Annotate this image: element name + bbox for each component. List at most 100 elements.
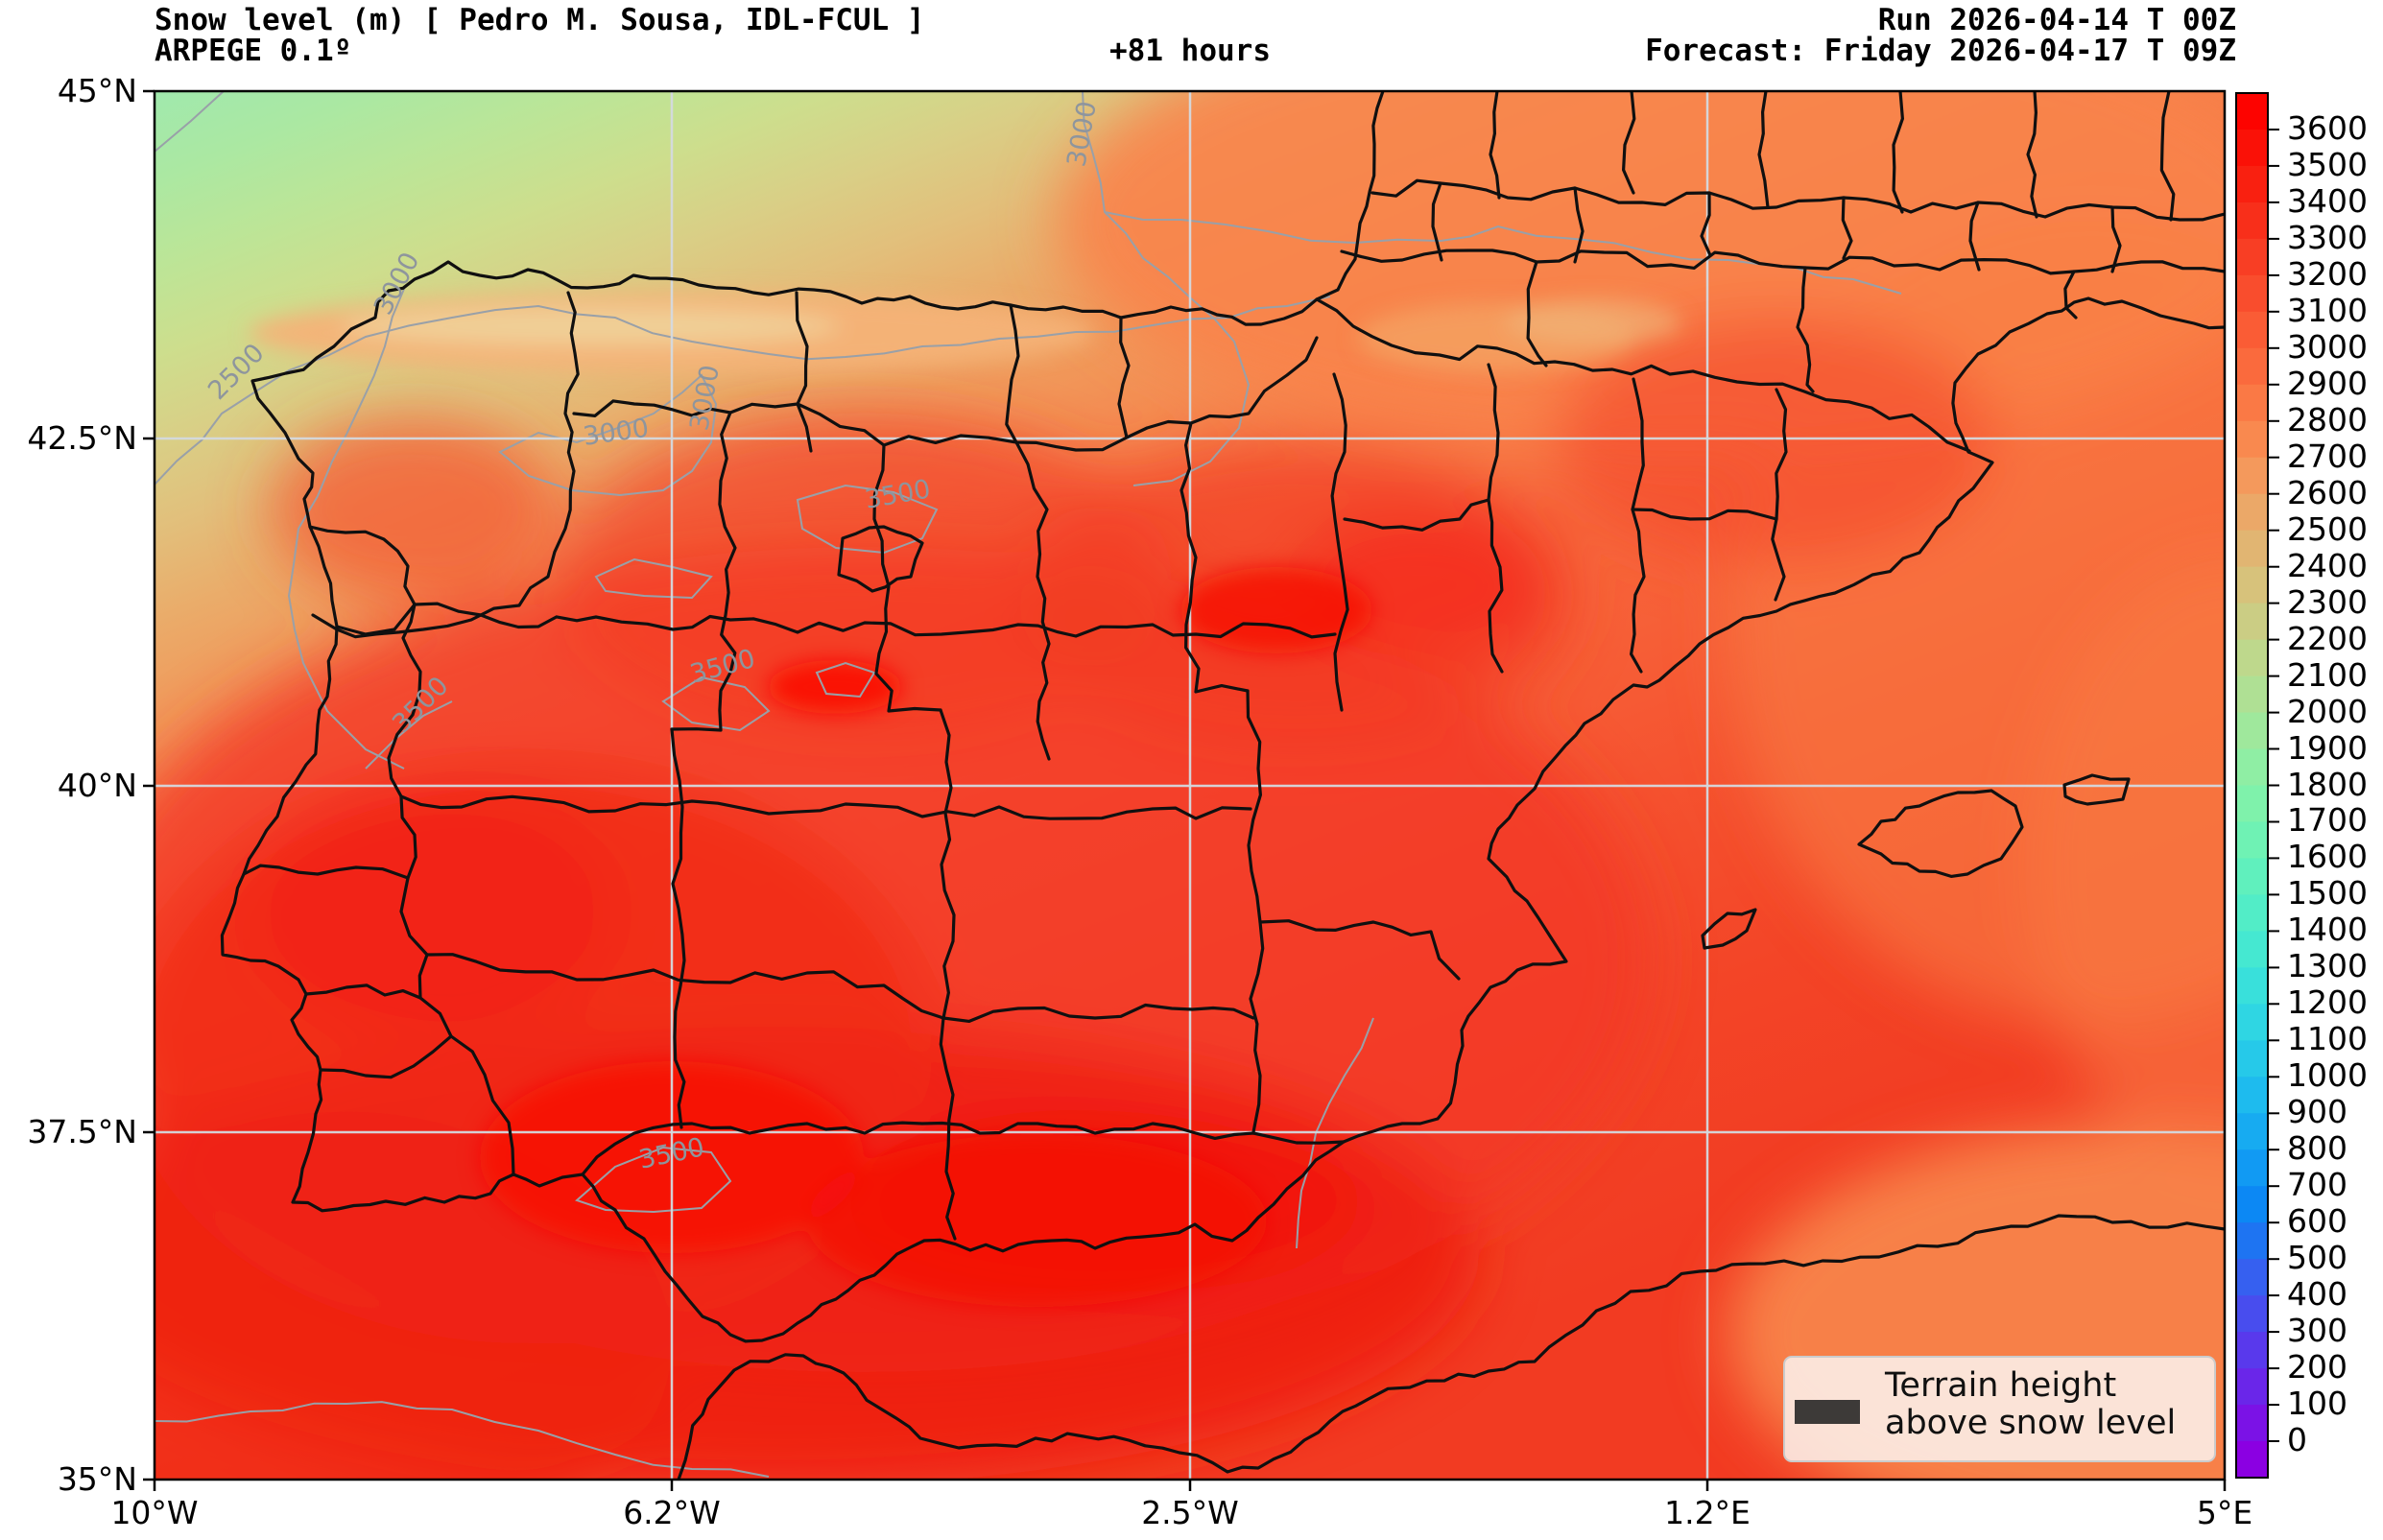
y-tick-label: 37.5°N bbox=[27, 1113, 137, 1150]
africa-coastline-path bbox=[677, 1214, 2225, 1480]
shading-blob bbox=[341, 307, 840, 345]
colorbar-band bbox=[2236, 967, 2268, 1005]
colorbar-tick-label: 3200 bbox=[2287, 254, 2368, 293]
colorbar-band bbox=[2236, 858, 2268, 896]
colorbar-band bbox=[2236, 165, 2268, 203]
colorbar-tick-label: 2200 bbox=[2287, 619, 2368, 657]
colorbar-band bbox=[2236, 712, 2268, 750]
admin-border-path bbox=[939, 708, 957, 1241]
colorbar-band bbox=[2236, 201, 2268, 240]
admin-border-path bbox=[1622, 91, 1636, 195]
legend-line1: Terrain height bbox=[1885, 1366, 2117, 1405]
colorbar-tick-label: 1200 bbox=[2287, 983, 2368, 1022]
colorbar-tick-label: 3600 bbox=[2287, 108, 2368, 147]
figure-title: Snow level (m) [ Pedro M. Sousa, IDL-FCU… bbox=[155, 3, 925, 37]
colorbar-ticks bbox=[2268, 129, 2279, 1442]
colorbar-tick-label: 1900 bbox=[2287, 728, 2368, 767]
colorbar-tick-label: 3000 bbox=[2287, 327, 2368, 366]
colorbar-tick-label: 2300 bbox=[2287, 582, 2368, 621]
colorbar-tick-label: 2400 bbox=[2287, 546, 2368, 584]
colorbar-band bbox=[2236, 311, 2268, 349]
shading-blob bbox=[1555, 317, 1996, 566]
admin-border-path bbox=[1370, 178, 2225, 222]
colorbar-tick-label: 200 bbox=[2287, 1348, 2347, 1386]
coastline-path bbox=[220, 91, 2225, 1343]
shading-blob bbox=[250, 787, 614, 1036]
admin-border-path bbox=[1487, 363, 1504, 674]
colorbar-band bbox=[2236, 238, 2268, 276]
admin-border-path bbox=[1180, 421, 1250, 694]
admin-border-path bbox=[581, 1121, 1255, 1176]
colorbar-tick-label: 2100 bbox=[2287, 655, 2368, 694]
shading-blob bbox=[768, 660, 902, 714]
colorbar-tick-label: 300 bbox=[2287, 1312, 2347, 1350]
shading-blob bbox=[557, 413, 1171, 739]
admin-border-path bbox=[2110, 205, 2122, 273]
colorbar-band bbox=[2236, 894, 2268, 932]
x-tick-label: 5°E bbox=[2196, 1494, 2253, 1531]
island-outline-path bbox=[837, 525, 924, 593]
admin-border-path bbox=[2026, 91, 2038, 219]
colorbar-tick-label: 500 bbox=[2287, 1239, 2347, 1277]
colorbar-band bbox=[2236, 530, 2268, 568]
colorbar-band bbox=[2236, 639, 2268, 677]
colorbar-band bbox=[2236, 821, 2268, 860]
admin-border-path bbox=[1251, 1131, 1346, 1145]
admin-border-path bbox=[335, 603, 417, 636]
admin-border-path bbox=[319, 1034, 453, 1079]
contour-path bbox=[815, 661, 876, 699]
graticule bbox=[155, 91, 2225, 1480]
admin-border-path bbox=[1014, 440, 1051, 761]
island-outline-path bbox=[1857, 789, 2024, 878]
admin-border-path bbox=[1258, 919, 1461, 981]
colorbar-band bbox=[2236, 748, 2268, 787]
colorbar-band bbox=[2236, 493, 2268, 532]
colorbar-band bbox=[2236, 1222, 2268, 1260]
contour-path bbox=[661, 675, 771, 732]
colorbar-tick-label: 700 bbox=[2287, 1166, 2347, 1204]
colorbar-band bbox=[2236, 1186, 2268, 1223]
admin-border-path bbox=[425, 953, 1255, 1023]
admin-border-path bbox=[1630, 377, 1646, 674]
y-tick-label: 42.5°N bbox=[27, 419, 137, 457]
colorbar-band bbox=[2236, 1113, 2268, 1150]
legend-swatch bbox=[1795, 1400, 1860, 1424]
colorbar-tick-label: 900 bbox=[2287, 1093, 2347, 1131]
admin-border-path bbox=[1757, 91, 1770, 209]
colorbar-band bbox=[2236, 420, 2268, 459]
model-label: ARPEGE 0.1º bbox=[155, 34, 352, 68]
colorbar-tick-label: 3500 bbox=[2287, 145, 2368, 183]
admin-border-path bbox=[242, 864, 410, 880]
admin-border-path bbox=[795, 291, 813, 453]
colorbar-tick-label: 2800 bbox=[2287, 400, 2368, 438]
colorbar-tick-label: 100 bbox=[2287, 1385, 2347, 1423]
colorbar-band bbox=[2236, 1004, 2268, 1041]
legend-text: Terrain height above snow level bbox=[1885, 1367, 2176, 1442]
colorbar-band bbox=[2236, 1332, 2268, 1369]
admin-border-path bbox=[1573, 186, 1585, 264]
admin-border-path bbox=[670, 411, 737, 732]
island-outline-path bbox=[1701, 908, 1757, 950]
admin-border-path bbox=[1771, 388, 1788, 602]
colorbar-band bbox=[2236, 785, 2268, 823]
colorbar-band bbox=[2236, 1441, 2268, 1479]
colorbar-band bbox=[2236, 1259, 2268, 1296]
colorbar-tick-label: 800 bbox=[2287, 1129, 2347, 1168]
colorbar-tick-label: 2700 bbox=[2287, 437, 2368, 475]
admin-border-path bbox=[308, 525, 515, 1176]
colorbar-band bbox=[2236, 129, 2268, 167]
admin-border-path bbox=[1315, 297, 1971, 453]
admin-border-path bbox=[1700, 191, 1712, 257]
forecast-label: Forecast: Friday 2026-04-17 T 09Z bbox=[1645, 34, 2236, 68]
admin-border-path bbox=[1343, 498, 1490, 532]
x-tick-label: 2.5°W bbox=[1141, 1494, 1239, 1531]
colorbar-band bbox=[2236, 675, 2268, 714]
colorbar-band bbox=[2236, 1405, 2268, 1442]
colorbar-tick-label: 1800 bbox=[2287, 765, 2368, 803]
coastlines-and-borders bbox=[220, 91, 2225, 1480]
contour-path bbox=[155, 296, 1331, 486]
colorbar-band bbox=[2236, 1040, 2268, 1078]
island-outline-path bbox=[2062, 773, 2131, 806]
